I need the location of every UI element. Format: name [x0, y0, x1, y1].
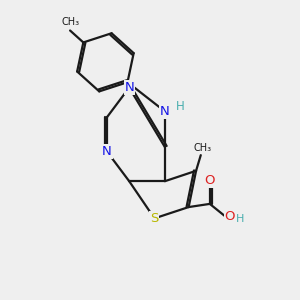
Text: CH₃: CH₃: [193, 143, 211, 153]
Text: O: O: [205, 174, 215, 187]
Text: N: N: [102, 145, 112, 158]
Text: S: S: [150, 212, 159, 225]
Text: O: O: [224, 211, 235, 224]
Text: N: N: [124, 81, 134, 94]
Text: CH₃: CH₃: [61, 17, 79, 28]
Text: H: H: [236, 214, 244, 224]
Text: N: N: [160, 105, 170, 118]
Text: H: H: [176, 100, 185, 112]
